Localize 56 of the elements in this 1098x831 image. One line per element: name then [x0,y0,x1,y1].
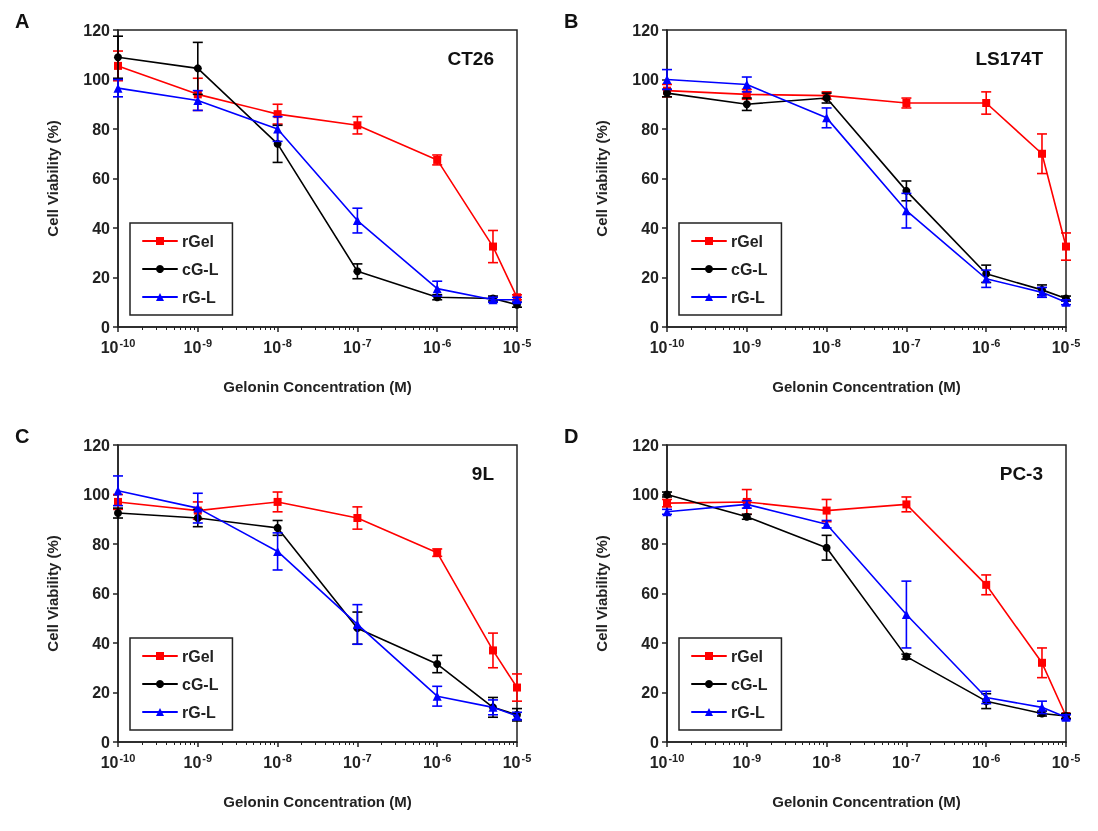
text: 9L [471,463,495,484]
y-tick-label: 0 [101,733,111,751]
y-tick-label: 100 [632,71,660,88]
legend-label: cG-L [182,260,219,278]
y-tick-label: 80 [641,535,660,553]
y-tick-label: 120 [83,436,111,454]
chart-title: D [564,425,579,447]
legend-label: rGel [182,232,215,250]
y-tick-label: 20 [92,684,111,701]
legend-label: cG-L [182,675,219,693]
chart-title: B [564,10,579,32]
y-tick-label: 40 [92,634,111,652]
y-tick-label: 80 [92,120,111,138]
y-tick-label: 80 [641,120,660,138]
y-tick-label: 40 [641,634,660,652]
x-axis-title: Gelonin Concentration (M) [772,378,961,395]
y-tick-label: 20 [641,684,660,701]
y-axis-title: Cell Viability (%) [593,535,610,652]
legend-label: rG-L [731,288,765,306]
chart-title: A [15,10,30,32]
legend-label: rG-L [182,288,216,306]
legend-label: rG-L [731,703,765,721]
y-axis-title: Cell Viability (%) [44,535,61,652]
y-tick-label: 60 [641,585,660,602]
x-axis-title: Gelonin Concentration (M) [772,793,961,810]
y-tick-label: 0 [650,733,660,751]
y-tick-label: 120 [632,21,660,39]
legend-label: cG-L [731,675,768,693]
text: CT26 [447,48,495,69]
legend-label: rG-L [182,703,216,721]
y-axis-title: Cell Viability (%) [44,120,61,237]
y-tick-label: 40 [92,219,111,237]
y-tick-label: 0 [650,318,660,336]
text: LS174T [975,48,1044,69]
legend-label: cG-L [731,260,768,278]
y-tick-label: 80 [92,535,111,553]
y-tick-label: 60 [92,585,111,602]
y-tick-label: 20 [641,269,660,286]
chart-title: C [15,425,30,447]
y-tick-label: 40 [641,219,660,237]
y-tick-label: 120 [83,21,111,39]
x-axis-title: Gelonin Concentration (M) [223,378,412,395]
y-tick-label: 100 [632,486,660,503]
y-tick-label: 100 [83,486,111,503]
legend-label: rGel [182,647,215,665]
y-tick-label: 100 [83,71,111,88]
x-axis-title: Gelonin Concentration (M) [223,793,412,810]
legend-label: rGel [731,232,764,250]
y-axis-title: Cell Viability (%) [593,120,610,237]
text: PC-3 [999,463,1044,484]
y-tick-label: 120 [632,436,660,454]
y-tick-label: 0 [101,318,111,336]
y-tick-label: 20 [92,269,111,286]
y-tick-label: 60 [641,170,660,187]
y-tick-label: 60 [92,170,111,187]
legend-label: rGel [731,647,764,665]
